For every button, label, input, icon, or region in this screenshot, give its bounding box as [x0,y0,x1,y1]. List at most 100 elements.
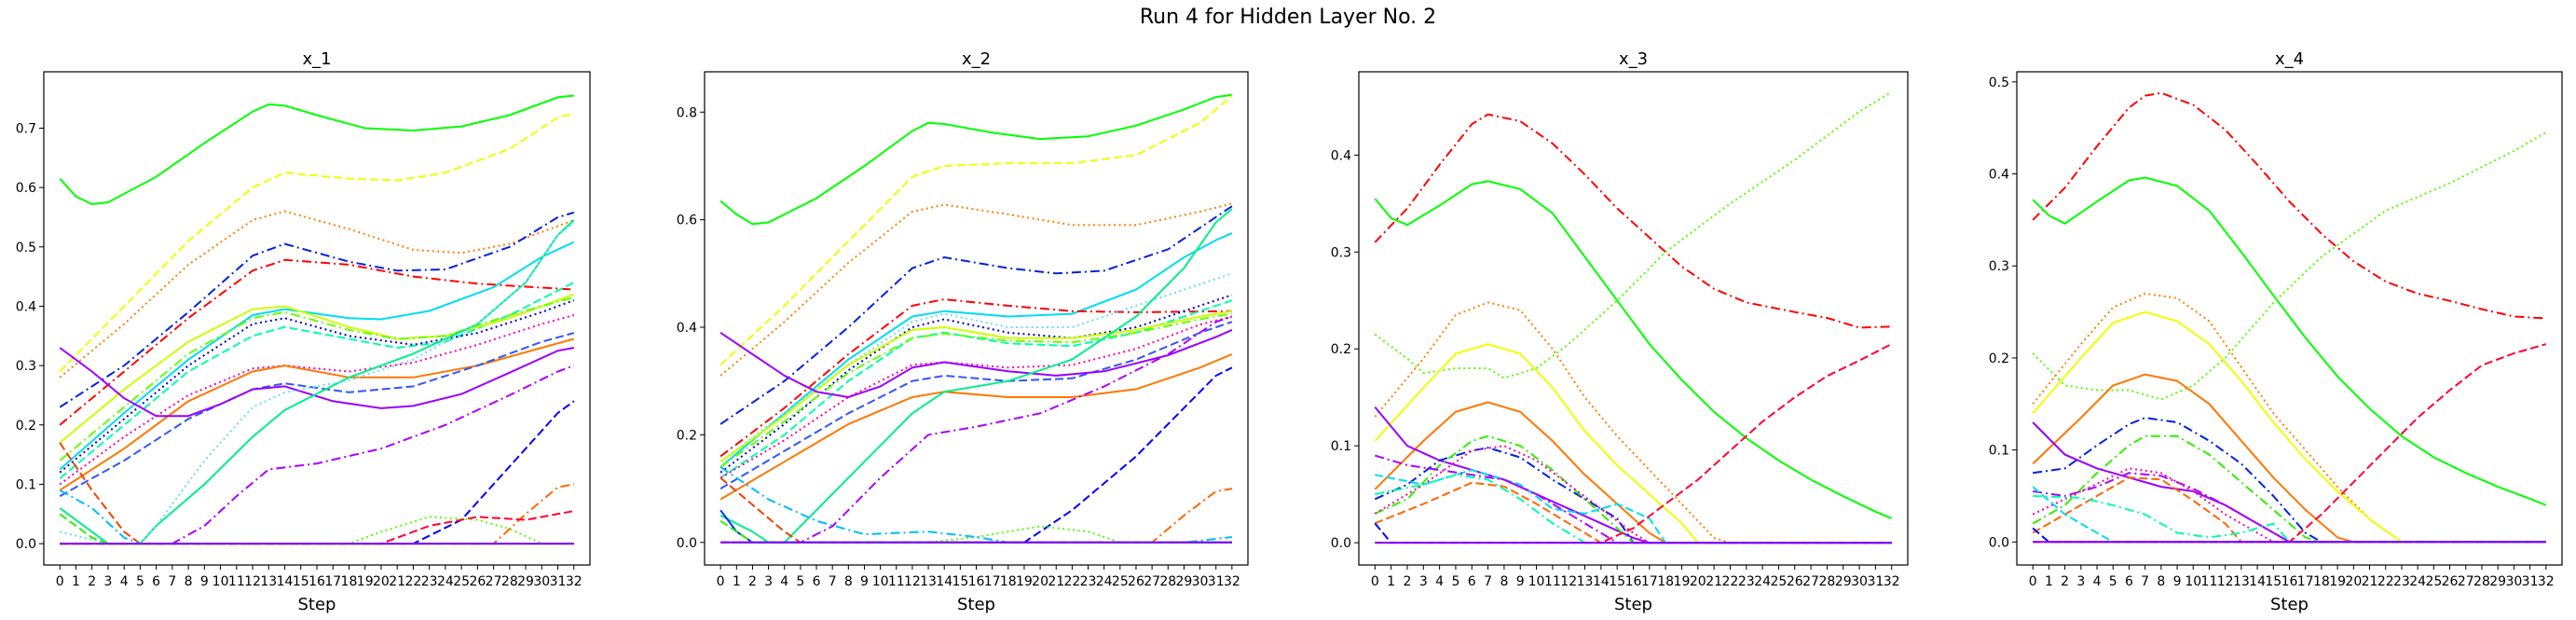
x-tick-label: 21 [389,574,405,589]
series-line-19 [60,483,574,545]
panel-title: x_3 [1619,49,1648,69]
x-tick-label: 17 [2297,574,2314,589]
x-tick-label: 2 [1404,574,1412,589]
series-line-8 [59,293,575,444]
y-tick-label: 0.7 [16,121,36,136]
series-line-16 [2032,527,2546,544]
x-tick-label: 23 [421,574,438,589]
series-line-3 [2032,131,2547,401]
x-tick-label: 24 [437,574,454,589]
x-tick-label: 3 [2076,574,2085,589]
series-line-6 [2032,373,2546,544]
series-line-9 [1374,434,1892,544]
x-tick-label: 22 [2377,574,2394,589]
x-tick-label: 4 [2093,574,2102,589]
series-line-14 [1375,454,1892,544]
x-tick-label: 22 [1063,574,1080,589]
series-line-13 [719,321,1233,489]
x-tick-label: 6 [152,574,160,589]
x-tick-label: 15 [293,574,309,589]
series-line-8 [719,294,1233,474]
x-tick-label: 28 [501,574,518,589]
y-tick-label: 0.8 [677,105,697,120]
series-group [719,93,1233,544]
y-tick-label: 0.3 [1989,259,2009,274]
series-line-7 [1374,406,1892,544]
series-line-5 [1374,342,1892,544]
y-tick-label: 0.0 [1331,536,1351,551]
x-tick-label: 11 [888,574,905,589]
x-tick-label: 19 [2329,574,2346,589]
series-line-9 [719,299,1233,479]
x-tick-label: 1 [72,574,80,589]
x-tick-label: 19 [1674,574,1691,589]
x-tick-label: 27 [486,574,502,589]
x-tick-label: 7 [829,574,837,589]
series-line-9 [59,296,575,462]
x-tick-label: 18 [1000,574,1017,589]
series-line-1 [719,93,1233,226]
y-tick-label: 0.4 [16,299,36,314]
x-tick-label: 7 [2141,574,2149,589]
x-tick-label: 31 [1208,574,1225,589]
series-line-16 [59,222,575,545]
x-tick-label: 20 [2345,574,2362,589]
series-line-13 [2033,495,2546,544]
x-tick-label: 22 [1722,574,1739,589]
y-tick-label: 0.2 [1331,342,1351,357]
x-tick-label: 30 [2505,574,2522,589]
x-tick-label: 0 [1371,574,1379,589]
x-tick-label: 3 [1419,574,1428,589]
x-tick-label: 8 [2157,574,2165,589]
x-tick-label: 9 [1516,574,1525,589]
series-line-13 [1375,474,1892,544]
y-tick-label: 0.1 [1989,444,2009,459]
y-tick-label: 0.6 [677,214,697,228]
x-tick-label: 12 [1560,574,1577,589]
x-tick-label: 28 [1818,574,1835,589]
x-tick-label: 20 [373,574,390,589]
panel-title: x_2 [962,49,991,69]
x-tick-label: 0 [717,574,725,589]
x-tick-label: 32 [1884,574,1900,589]
x-tick-label: 9 [200,574,209,589]
series-line-22 [59,442,574,545]
x-tick-label: 21 [1048,574,1064,589]
x-tick-label: 15 [2265,574,2281,589]
x-tick-label: 23 [2393,574,2410,589]
series-line-24 [59,513,574,545]
figure-title: Run 4 for Hidden Layer No. 2 [1139,6,1437,29]
x-tick-label: 14 [1593,574,1610,589]
series-line-23 [719,509,1232,544]
y-tick-label: 0.2 [677,428,697,443]
x-tick-label: 19 [1016,574,1033,589]
series-line-6 [719,297,1232,458]
x-tick-label: 20 [1032,574,1048,589]
x-tick-label: 30 [1192,574,1209,589]
x-tick-label: 10 [212,574,229,589]
series-line-1 [59,94,574,206]
x-tick-label: 2 [88,574,96,589]
series-line-18 [60,400,575,545]
series-line-12 [1374,481,1892,544]
series-line-2 [1374,180,1893,520]
x-tick-label: 22 [404,574,421,589]
series-line-16 [1374,522,1892,544]
series-line-4 [719,205,1233,425]
x-tick-label: 11 [2201,574,2218,589]
x-axis-label: Step [2270,595,2309,614]
x-tick-label: 18 [2313,574,2330,589]
series-line-16 [719,208,1233,544]
series-line-13 [59,332,575,498]
series-line-17 [720,315,1233,544]
x-tick-label: 3 [764,574,773,589]
x-tick-label: 28 [2473,574,2490,589]
series-line-15 [2033,343,2547,544]
y-tick-label: 0.6 [16,181,36,196]
x-tick-label: 6 [2125,574,2133,589]
x-axis-label: Step [1614,595,1652,614]
series-line-10 [719,310,1233,463]
series-group [1374,90,1893,544]
series-line-22 [719,476,1232,544]
x-tick-label: 8 [185,574,193,589]
